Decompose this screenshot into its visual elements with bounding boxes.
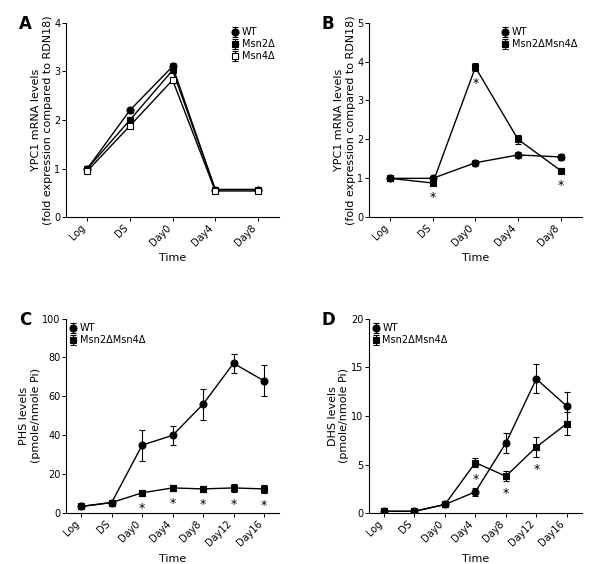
Text: *: *: [515, 150, 521, 163]
Legend: WT, Msn2ΔMsn4Δ: WT, Msn2ΔMsn4Δ: [501, 25, 579, 51]
Text: *: *: [472, 473, 479, 486]
Text: A: A: [19, 15, 32, 33]
Text: *: *: [139, 501, 145, 514]
X-axis label: Time: Time: [159, 253, 186, 263]
X-axis label: Time: Time: [159, 554, 186, 564]
Text: *: *: [430, 191, 436, 204]
Text: *: *: [533, 462, 539, 475]
Y-axis label: PHS levels
(pmole/nmole Pi): PHS levels (pmole/nmole Pi): [19, 368, 41, 464]
X-axis label: Time: Time: [462, 253, 489, 263]
Text: *: *: [557, 179, 564, 192]
Text: C: C: [19, 311, 31, 329]
Y-axis label: DHS levels
(pmole/nmole Pi): DHS levels (pmole/nmole Pi): [328, 368, 349, 464]
Text: B: B: [322, 15, 334, 33]
Legend: WT, Msn2ΔMsn4Δ: WT, Msn2ΔMsn4Δ: [69, 321, 147, 347]
Legend: WT, Msn2Δ, Msn4Δ: WT, Msn2Δ, Msn4Δ: [231, 25, 277, 63]
Y-axis label: YPC1 mRNA levels
(fold expression compared to RDN18): YPC1 mRNA levels (fold expression compar…: [31, 15, 53, 224]
Text: *: *: [169, 497, 176, 510]
Y-axis label: YPC1 mRNA levels
(fold expression compared to RDN18): YPC1 mRNA levels (fold expression compar…: [334, 15, 356, 224]
Text: *: *: [200, 497, 206, 510]
Legend: WT, Msn2ΔMsn4Δ: WT, Msn2ΔMsn4Δ: [371, 321, 450, 347]
Text: *: *: [261, 499, 267, 512]
Text: *: *: [503, 487, 509, 500]
Text: *: *: [472, 77, 479, 90]
Text: *: *: [230, 497, 236, 510]
X-axis label: Time: Time: [462, 554, 489, 564]
Text: D: D: [322, 311, 335, 329]
